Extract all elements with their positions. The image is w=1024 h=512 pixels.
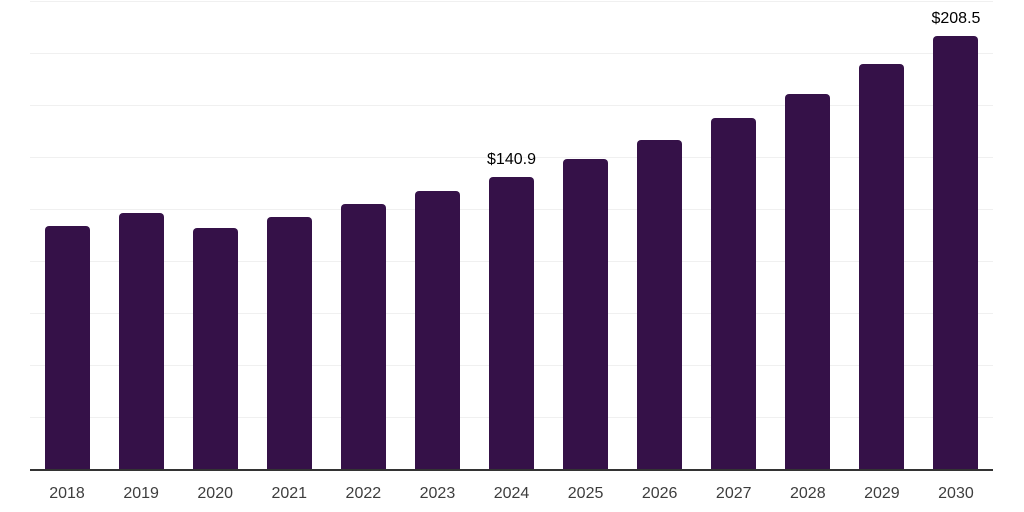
bar-2025: [563, 159, 609, 470]
bar-value-label-2030: $208.5: [931, 10, 981, 28]
x-tick-label-2020: 2020: [197, 485, 233, 502]
bar-2018: [44, 226, 90, 470]
gridline: [30, 105, 993, 106]
gridline: [30, 157, 993, 158]
bar-2019: [118, 213, 164, 470]
x-tick-label-2030: 2030: [938, 485, 974, 502]
gridline: [30, 53, 993, 54]
bar-value-label-2024: $140.9: [487, 150, 536, 168]
x-tick-label-2026: 2026: [641, 485, 678, 502]
x-axis-line: [30, 469, 993, 471]
bar-2021: [266, 217, 312, 470]
x-tick-label-2018: 2018: [49, 485, 85, 502]
bar-2023: [414, 191, 460, 470]
gridline: [30, 1, 993, 2]
bar-2024: [489, 176, 534, 470]
bar-2026: [637, 139, 683, 470]
x-tick-label-2019: 2019: [123, 485, 159, 502]
bar-2027: [711, 118, 757, 470]
bar-2030: [933, 36, 979, 470]
x-tick-label-2024: 2024: [493, 485, 530, 502]
x-tick-label-2029: 2029: [864, 485, 900, 502]
plot-area: $140.9 $208.5: [30, 1, 993, 470]
x-tick-label-2022: 2022: [345, 485, 382, 502]
x-tick-label-2028: 2028: [790, 485, 826, 502]
x-tick-label-2025: 2025: [567, 485, 604, 502]
bar-2022: [340, 203, 386, 470]
bar-2028: [785, 93, 831, 470]
bar-2029: [859, 64, 905, 470]
x-tick-label-2021: 2021: [271, 485, 308, 502]
bar-2020: [192, 227, 238, 470]
x-tick-label-2027: 2027: [715, 485, 752, 502]
x-tick-label-2023: 2023: [419, 485, 456, 502]
